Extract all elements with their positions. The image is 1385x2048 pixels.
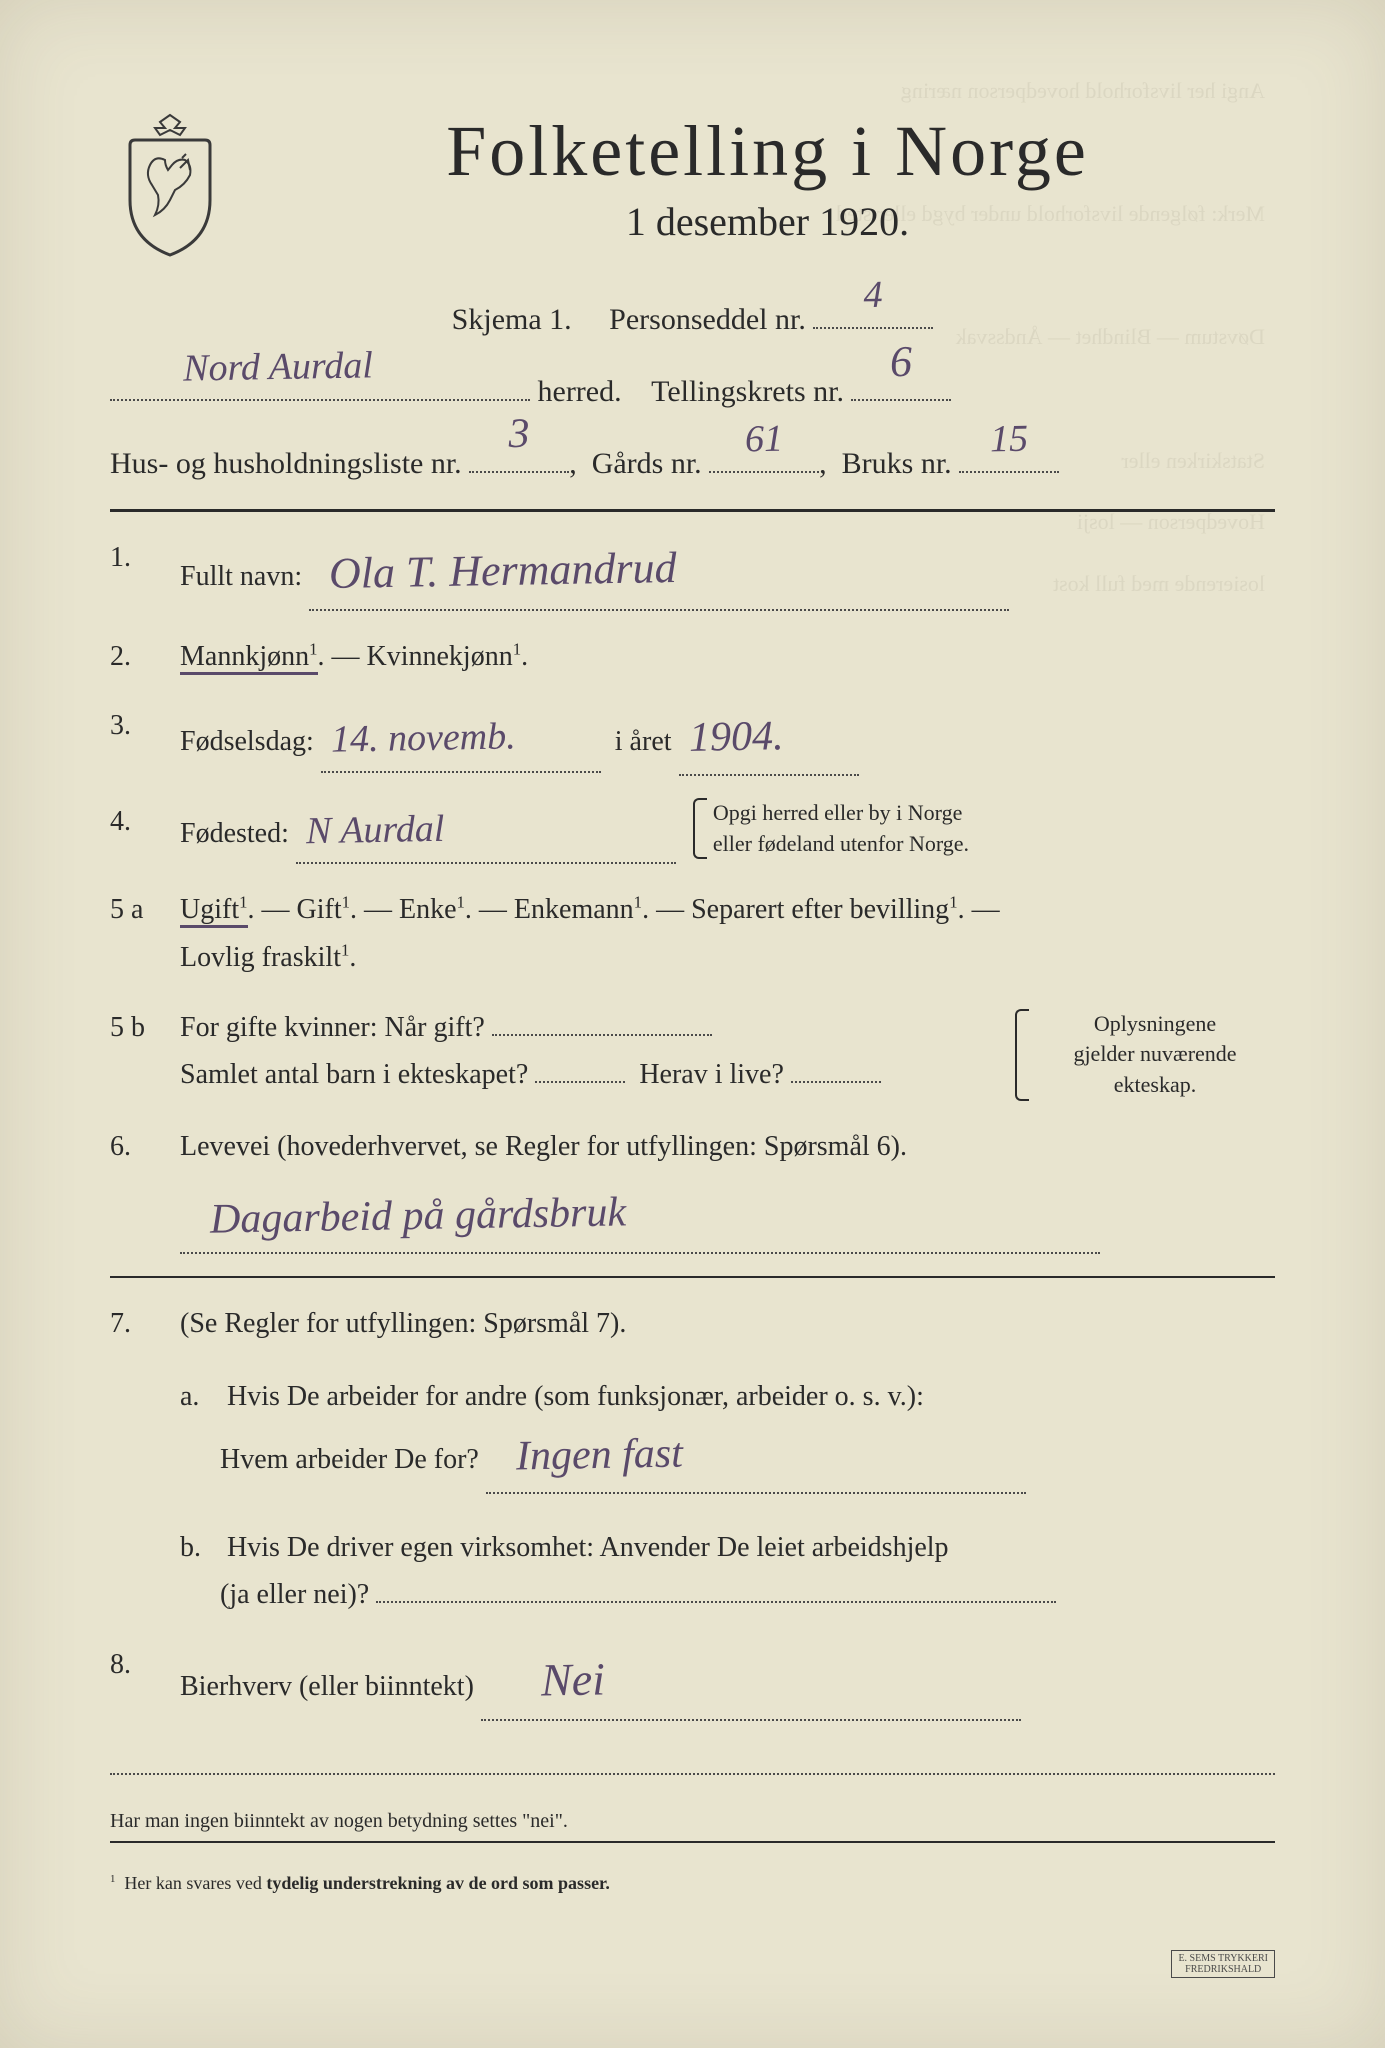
q7-label: (Se Regler for utfyllingen: Spørsmål 7). [180,1308,626,1339]
q3-num: 3. [110,702,160,775]
main-title: Folketelling i Norge [260,110,1275,193]
q5b-line2b: Herav i live? [639,1059,784,1090]
q4-label: Fødested: [180,818,289,849]
q4-num: 4. [110,798,160,865]
bruks-value: 15 [990,404,1029,473]
coat-of-arms-icon [110,110,230,260]
subtitle-date: 1 desember 1920. [260,198,1275,245]
gards-label: Gårds nr. [592,447,702,480]
gards-value: 61 [745,404,784,473]
husliste-value: 3 [508,397,530,473]
q3-label: Fødselsdag: [180,726,314,757]
blank-line [110,1773,1275,1775]
q5a-gift: Gift1 [297,894,351,925]
herred-value: Nord Aurdal [183,331,374,403]
q7b-question: (ja eller nei)? [220,1579,369,1610]
husliste-label: Hus- og husholdningsliste nr. [110,447,462,480]
q3-year: 1904. [688,702,784,775]
q7a-label: Hvis De arbeider for andre (som funksjon… [227,1381,924,1412]
q6: 6. Levevei (hovederhvervet, se Regler fo… [110,1123,1275,1254]
q5a: 5 a Ugift1. — Gift1. — Enke1. — Enkemann… [110,886,1275,981]
q5a-ugift: Ugift1 [180,894,248,928]
census-form-page: Angi her livsforhold hovedperson næring … [0,0,1385,2048]
q2-mann: Mannkjønn1 [180,641,318,675]
divider [110,1276,1275,1278]
husliste-line: Hus- og husholdningsliste nr. 3 , Gårds … [110,437,1275,491]
q3: 3. Fødselsdag: 14. novemb. i året 1904. [110,702,1275,775]
q7a-letter: a. [180,1373,220,1421]
bruks-label: Bruks nr. [842,447,952,480]
printer-mark: E. SEMS TRYKKERI FREDRIKSHALD [1171,1950,1275,1978]
q7b-label: Hvis De driver egen virksomhet: Anvender… [227,1532,949,1563]
q6-value: Dagarbeid på gårdsbruk [209,1177,626,1256]
divider [110,1841,1275,1843]
q1-value: Ola T. Hermandrud [328,531,677,612]
q6-label: Levevei (hovederhvervet, se Regler for u… [180,1131,907,1162]
q7a-value: Ingen fast [515,1419,683,1493]
q4-note: Opgi herred eller by i Norge eller fødel… [693,798,969,860]
tellingskrets-value: 6 [890,322,913,402]
herred-line: Nord Aurdal herred. Tellingskrets nr. 6 [110,365,1275,419]
q2-num: 2. [110,633,160,681]
title-block: Folketelling i Norge 1 desember 1920. [260,90,1275,275]
skjema-label: Skjema 1. [452,303,572,336]
q1-num: 1. [110,534,160,611]
tellingskrets-label: Tellingskrets nr. [651,375,844,408]
herred-label: herred. [538,375,622,408]
q8: 8. Bierhverv (eller biinntekt) Nei [110,1641,1275,1721]
q7a-question: Hvem arbeider De for? [220,1444,479,1475]
q4-value: N Aurdal [305,797,444,864]
divider [110,509,1275,512]
q2: 2. Mannkjønn1. — Kvinnekjønn1. [110,633,1275,681]
q5b: 5 b Oplysningene gjelder nuværende ektes… [110,1004,1275,1101]
q5b-note: Oplysningene gjelder nuværende ekteskap. [1015,1009,1275,1101]
q7-num: 7. [110,1300,160,1619]
q3-year-label: i året [615,726,672,757]
q5a-num: 5 a [110,886,160,981]
q7: 7. (Se Regler for utfyllingen: Spørsmål … [110,1300,1275,1619]
q8-value: Nei [540,1640,605,1719]
personseddel-value: 4 [863,260,883,329]
q1: 1. Fullt navn: Ola T. Hermandrud [110,534,1275,611]
q8-label: Bierhverv (eller biinntekt) [180,1671,474,1702]
header: Folketelling i Norge 1 desember 1920. [110,90,1275,275]
personseddel-label: Personseddel nr. [609,303,806,336]
q5a-fraskilt: Lovlig fraskilt1 [180,942,349,973]
q5b-num: 5 b [110,1004,160,1101]
footnote-1: Har man ingen biinntekt av nogen betydni… [110,1810,1275,1833]
footnote-2: 1 Her kan svares ved tydelig understrekn… [110,1873,1275,1894]
q1-label: Fullt navn: [180,561,302,592]
q3-day: 14. novemb. [330,705,516,773]
q8-num: 8. [110,1641,160,1721]
q5b-line1: For gifte kvinner: Når gift? [180,1012,485,1043]
q7b-letter: b. [180,1524,220,1572]
q2-kvinne: Kvinnekjønn1 [367,641,522,672]
q5a-enkemann: Enkemann1 [514,894,642,925]
q5b-line2a: Samlet antal barn i ekteskapet? [180,1059,528,1090]
q5a-enke: Enke1 [399,894,465,925]
q4: 4. Fødested: N Aurdal Opgi herred eller … [110,798,1275,865]
q6-num: 6. [110,1123,160,1254]
q5a-separert: Separert efter bevilling1 [691,894,958,925]
